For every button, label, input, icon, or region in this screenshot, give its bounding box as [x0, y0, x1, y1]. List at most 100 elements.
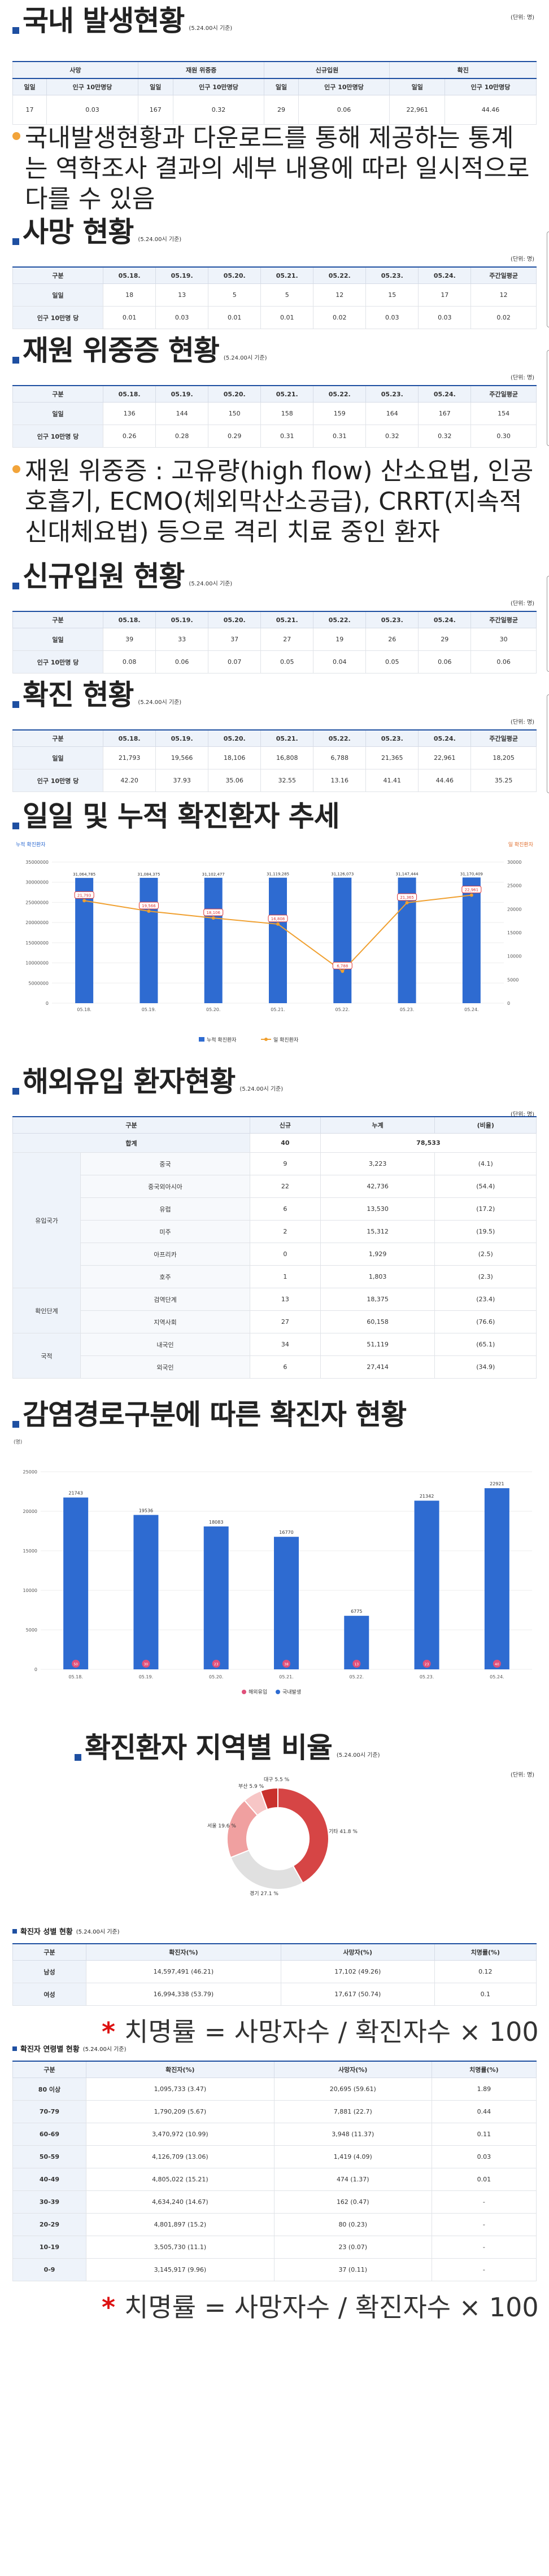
death-title: 사망 현황	[23, 216, 134, 248]
confirmed-title: 확진 현황	[23, 679, 134, 711]
value-cell: 80 이상	[12, 2078, 86, 2101]
unit-label: (단위: 명)	[511, 256, 534, 263]
section-marker-icon	[12, 27, 19, 34]
cumulative-bar	[75, 878, 94, 1003]
column-header: 05.21.	[260, 611, 314, 628]
value-cell: 13	[250, 1288, 321, 1311]
left-tick-label: 15000000	[25, 941, 49, 946]
value-cell: 4,805,022 (15.21)	[86, 2168, 274, 2191]
left-axis-label: 누적 확진환자	[16, 841, 46, 848]
column-header: 05.21.	[260, 266, 314, 284]
y-tick-label: 5000	[26, 1628, 37, 1633]
column-header: 05.22.	[313, 611, 367, 628]
column-header: 05.22.	[313, 266, 367, 284]
overseas-subtitle: (5.24.00시 기준)	[239, 1086, 284, 1092]
right-axis-label: 일 확진환자	[508, 841, 534, 848]
bar-value-label: 31,084,375	[137, 872, 160, 877]
y-unit-label: (명)	[14, 1439, 22, 1445]
value-cell: 40	[250, 1133, 321, 1153]
value-cell: (2.3)	[434, 1265, 537, 1288]
left-tick-label: 10000000	[25, 961, 49, 966]
pie-slice-label: 서울 19.6 %	[207, 1823, 236, 1829]
column-header: 사망자(%)	[280, 1943, 435, 1961]
column-header: 05.19.	[155, 611, 209, 628]
value-cell: 18	[103, 283, 156, 307]
legend-line-dot	[264, 1038, 268, 1041]
category-label: 아프리카	[80, 1243, 250, 1266]
section-marker-icon	[12, 1088, 19, 1095]
formula-text: 치명률 = 사망자수 / 확진자수 × 100	[124, 2017, 539, 2047]
value-cell: 0.06	[470, 650, 537, 673]
table-row: 국적 내국인 34 51,119 (65.1)	[12, 1333, 537, 1379]
value-cell: 3,948 (11.37)	[273, 2123, 432, 2146]
table-row: 확인단계 검역단계 13 18,375 (23.4)	[12, 1288, 537, 1333]
value-cell: 일일	[12, 283, 104, 307]
cumulative-bar	[204, 877, 223, 1003]
right-tick-label: 0	[507, 1001, 510, 1006]
bar-value-label: 6775	[351, 1609, 362, 1614]
column-header: 05.18.	[103, 611, 156, 628]
domestic-bar	[203, 1526, 229, 1669]
overseas-marker	[352, 1660, 361, 1668]
value-cell: 15,312	[320, 1220, 435, 1243]
x-tick-label: 05.19.	[142, 1007, 156, 1012]
legend-bar-label: 누적 확진환자	[207, 1036, 237, 1043]
value-cell: (65.1)	[434, 1333, 537, 1356]
column-header: 05.21.	[260, 729, 314, 747]
value-cell: 1,803	[320, 1265, 435, 1288]
column-header: 구분	[12, 1943, 86, 1961]
table-row: 60-69 3,470,972 (10.99) 3,948 (11.37) 0.11	[12, 2123, 537, 2146]
x-tick-label: 05.19.	[139, 1674, 153, 1680]
value-cell: 16,808	[260, 746, 314, 769]
value-cell: 0.04	[313, 650, 367, 673]
admit-subtitle: (5.24.00시 기준)	[189, 581, 233, 587]
column-header: 인구 10만명당	[46, 78, 138, 95]
legend-overseas-label: 해외유입	[249, 1689, 267, 1695]
column-header: 주간일평균	[470, 611, 537, 628]
right-tick-label: 10000	[507, 954, 521, 959]
table-row: 30-39 4,634,240 (14.67) 162 (0.47) -	[12, 2190, 537, 2214]
daily-point	[341, 969, 345, 973]
value-cell: 27	[250, 1310, 321, 1333]
trend-section: 일일 및 누적 확진환자 추세 누적 확진환자 일 확진환자 35000000 300…	[0, 799, 549, 1064]
domestic-bar	[274, 1537, 299, 1669]
value-cell: 78,533	[320, 1133, 537, 1153]
value-cell: 0.03	[431, 2145, 537, 2168]
admit-section: 신규입원 현황 (5.24.00시 기준) (단위: 명) 구분 05.18. 05.19…	[0, 559, 549, 677]
value-cell: 159	[313, 402, 367, 425]
section-marker-icon	[12, 238, 19, 245]
value-cell: 0.1	[434, 1983, 537, 2006]
value-cell: 44.46	[445, 95, 537, 125]
table-row: 유입국가 중국 9 3,223 (4.1)	[12, 1152, 537, 1288]
value-cell: 일일	[12, 746, 104, 769]
x-tick-label: 05.18.	[68, 1674, 82, 1680]
death-section: 사망 현황 (5.24.00시 기준) (단위: 명) 구분 05.18. 05.19. 0…	[0, 215, 549, 333]
category-label: 중국	[80, 1152, 250, 1175]
value-cell: 167	[137, 95, 173, 125]
column-header: 구분	[12, 266, 104, 284]
daily-value-badge	[397, 893, 417, 901]
left-tick-label: 5000000	[28, 981, 49, 986]
value-cell: 21,793	[103, 746, 156, 769]
value-cell: 일일	[12, 628, 104, 651]
value-cell: (4.1)	[434, 1152, 537, 1175]
domestic-subtitle: (5.24.00시 기준)	[189, 25, 233, 32]
bar-value-label: 22921	[490, 1481, 504, 1486]
column-header: 05.22.	[313, 729, 367, 747]
value-cell: 13.16	[313, 769, 367, 792]
value-cell: 0.08	[103, 650, 156, 673]
value-cell: 0.03	[46, 95, 138, 125]
column-header: 05.23.	[365, 266, 419, 284]
category-label: 내국인	[80, 1333, 250, 1356]
column-header: 05.24.	[418, 385, 472, 403]
age-title: 확진자 연령별 현황	[20, 2045, 80, 2054]
value-cell: 인구 10만명 당	[12, 650, 104, 673]
value-cell: 33	[155, 628, 209, 651]
table-row: 40-49 4,805,022 (15.21) 474 (1.37) 0.01	[12, 2168, 537, 2191]
trend-chart: 누적 확진환자 일 확진환자350000003000000025000000200…	[16, 841, 534, 1043]
section-marker-icon	[12, 823, 19, 829]
value-cell: 4,801,897 (15.2)	[86, 2213, 274, 2236]
cumulative-bar	[333, 877, 352, 1003]
legend-bar-swatch	[199, 1037, 204, 1042]
daily-value-badge	[461, 886, 482, 894]
